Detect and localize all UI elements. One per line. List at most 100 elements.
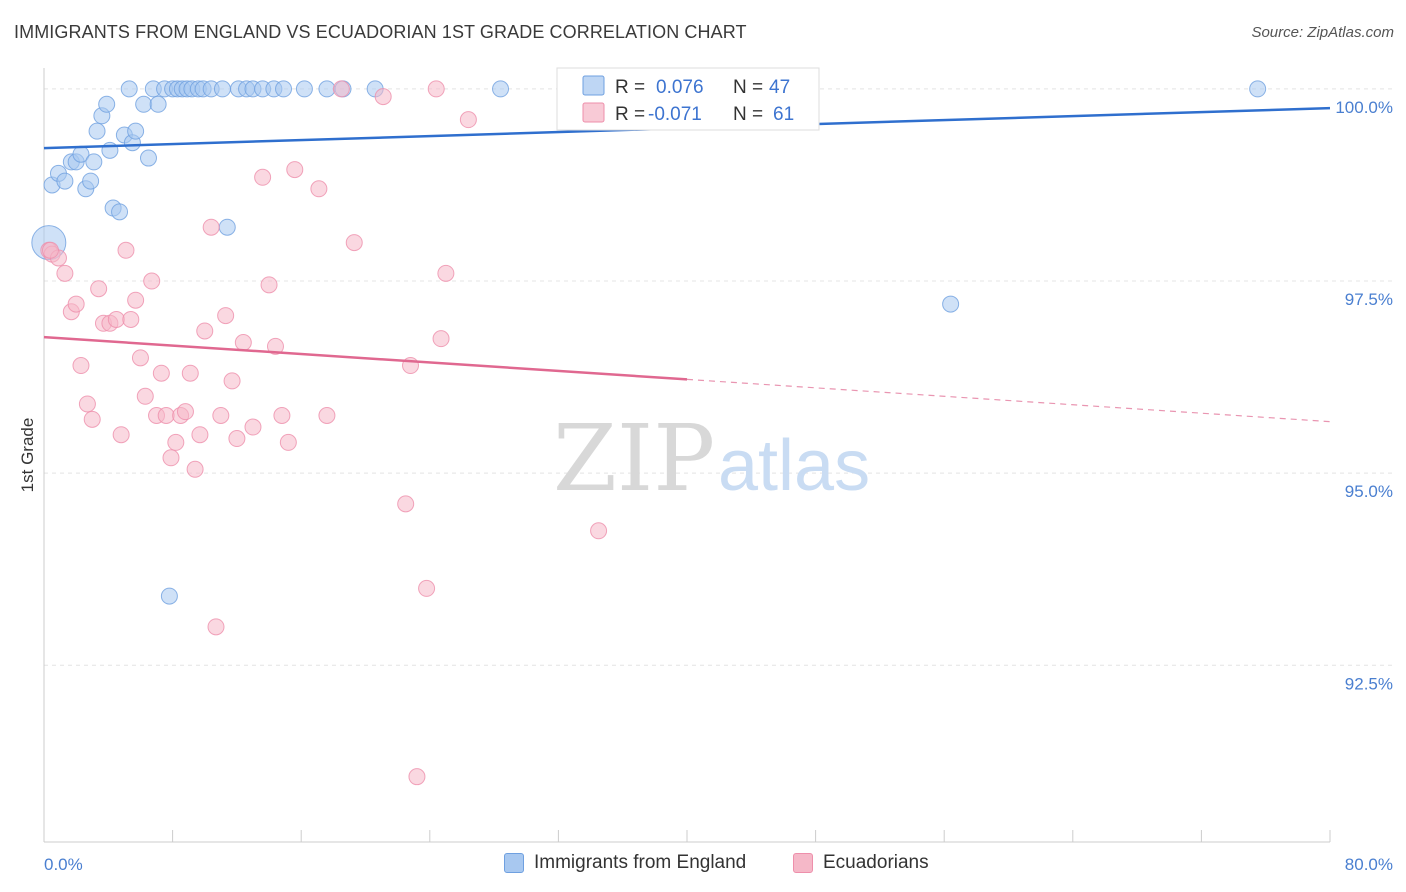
- legend-swatch-england: [504, 853, 524, 873]
- point-ecuadorian: [590, 522, 608, 540]
- y-tick-label: 100.0%: [1335, 98, 1393, 117]
- trend-line-ecuadorian-extrapolated: [686, 378, 1331, 423]
- point-ecuadorian: [427, 80, 445, 98]
- legend-n-label: N =: [733, 104, 763, 125]
- point-ecuadorian: [107, 310, 125, 328]
- point-england: [149, 95, 167, 113]
- trend-line-ecuadorian: [43, 335, 688, 381]
- point-england: [318, 80, 336, 98]
- point-ecuadorian: [176, 403, 194, 421]
- point-ecuadorian: [345, 234, 363, 252]
- legend-label-england: Immigrants from England: [534, 852, 747, 873]
- point-ecuadorian: [112, 426, 130, 444]
- point-england: [135, 95, 153, 113]
- point-ecuadorian: [254, 168, 272, 186]
- legend-swatch-england: [582, 75, 605, 96]
- legend-swatch-ecuadorians: [793, 853, 813, 873]
- point-ecuadorian: [266, 337, 284, 355]
- point-ecuadorian: [223, 372, 241, 390]
- point-ecuadorian: [41, 241, 59, 259]
- point-ecuadorian: [437, 264, 455, 282]
- point-ecuadorian: [167, 433, 185, 451]
- point-ecuadorian: [397, 495, 415, 513]
- point-ecuadorian: [67, 295, 85, 313]
- point-ecuadorian: [181, 364, 199, 382]
- x-tick-labels: 0.0% 80.0%: [44, 855, 1393, 874]
- point-ecuadorian: [432, 330, 450, 348]
- point-ecuadorian: [131, 349, 149, 367]
- point-ecuadorian: [122, 310, 140, 328]
- point-england: [111, 203, 129, 221]
- point-ecuadorian: [286, 161, 304, 179]
- legend-swatch-ecuadorians: [582, 102, 605, 123]
- point-ecuadorian: [217, 307, 235, 325]
- y-tick-label: 92.5%: [1345, 674, 1393, 693]
- watermark: ZIP atlas: [553, 405, 870, 512]
- point-ecuadorian: [374, 88, 392, 106]
- point-ecuadorian: [408, 768, 426, 786]
- data-points: [31, 80, 1267, 786]
- point-ecuadorian: [127, 291, 145, 309]
- point-ecuadorian: [56, 264, 74, 282]
- point-england: [295, 80, 313, 98]
- point-ecuadorian: [152, 364, 170, 382]
- y-tick-labels: 100.0% 97.5% 95.0% 92.5%: [1335, 98, 1393, 693]
- point-ecuadorian: [143, 272, 161, 290]
- point-ecuadorian: [72, 357, 90, 375]
- gridlines: [44, 88, 1392, 666]
- point-england: [98, 95, 116, 113]
- point-ecuadorian: [234, 333, 252, 351]
- point-england: [85, 153, 103, 171]
- legend-item-ecuadorians: Ecuadorians: [793, 852, 929, 874]
- legend-r-label: R =: [615, 77, 645, 98]
- legend-r-value-england: 0.076: [656, 77, 704, 98]
- y-tick-label: 95.0%: [1345, 482, 1393, 501]
- point-ecuadorian: [212, 406, 230, 424]
- watermark-atlas: atlas: [718, 426, 870, 506]
- point-england: [82, 172, 100, 190]
- point-ecuadorian: [157, 406, 175, 424]
- point-england: [88, 122, 106, 140]
- point-ecuadorian: [207, 618, 225, 636]
- point-ecuadorian: [78, 395, 96, 413]
- chart-title: IMMIGRANTS FROM ENGLAND VS ECUADORIAN 1S…: [14, 22, 747, 42]
- point-ecuadorian: [459, 111, 477, 129]
- point-england: [56, 172, 74, 190]
- legend-n-value-ecuadorians: 61: [773, 104, 794, 125]
- legend-r-label: R =: [615, 104, 645, 125]
- correlation-legend: R = 0.076 N = 47 R = -0.071 N = 61: [556, 67, 820, 131]
- x-tick-label: 80.0%: [1345, 855, 1393, 874]
- point-ecuadorian: [310, 180, 328, 198]
- point-england: [275, 80, 293, 98]
- point-ecuadorian: [83, 410, 101, 428]
- axes: [43, 68, 1331, 843]
- legend-label-ecuadorians: Ecuadorians: [823, 852, 929, 873]
- point-england: [160, 587, 178, 605]
- point-ecuadorian: [196, 322, 214, 340]
- point-england: [139, 149, 157, 167]
- point-ecuadorian: [117, 241, 135, 259]
- point-england: [218, 218, 236, 236]
- legend-n-value-england: 47: [769, 77, 790, 98]
- point-ecuadorian: [191, 426, 209, 444]
- source-label: Source: ZipAtlas.com: [1251, 24, 1394, 41]
- point-england: [120, 80, 138, 98]
- point-ecuadorian: [260, 276, 278, 294]
- point-ecuadorian: [202, 218, 220, 236]
- legend-r-value-ecuadorians: -0.071: [648, 104, 702, 125]
- point-ecuadorian: [162, 449, 180, 467]
- legend-n-label: N =: [733, 77, 763, 98]
- x-tick-label: 0.0%: [44, 855, 83, 874]
- watermark-zip: ZIP: [553, 405, 715, 512]
- point-england: [492, 80, 510, 98]
- point-ecuadorian: [318, 406, 336, 424]
- point-ecuadorian: [228, 430, 246, 448]
- legend-item-england: Immigrants from England: [504, 852, 746, 874]
- point-ecuadorian: [273, 406, 291, 424]
- point-england: [213, 80, 231, 98]
- point-ecuadorian: [418, 579, 436, 597]
- y-tick-label: 97.5%: [1345, 290, 1393, 309]
- point-ecuadorian: [332, 80, 350, 98]
- point-england: [1249, 80, 1267, 98]
